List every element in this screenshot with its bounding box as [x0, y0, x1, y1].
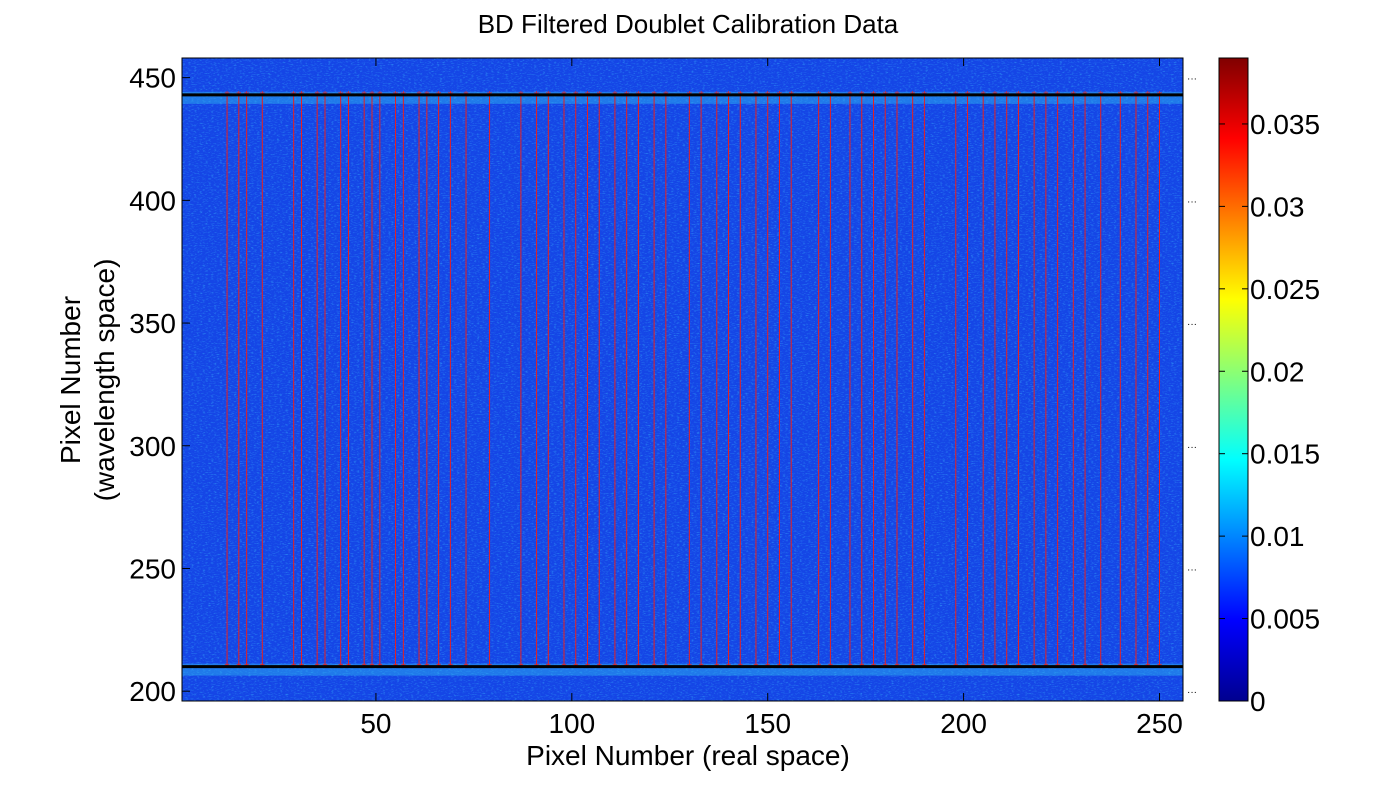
- y-tick-right-dots: ···: [1187, 687, 1197, 698]
- x-axis: 50 100 150 200 250: [360, 58, 1183, 739]
- y-tick-label: 400: [129, 185, 176, 216]
- colorbar-gradient: [1218, 57, 1249, 702]
- y-tick-right-dots: ···: [1187, 442, 1197, 453]
- x-axis-label: Pixel Number (real space): [526, 740, 850, 771]
- colorbar-tick-label: 0.03: [1250, 191, 1305, 222]
- plot-area: ****************************************…: [182, 58, 1183, 701]
- plot-frame: [181, 57, 1184, 702]
- y-tick-label: 350: [129, 308, 176, 339]
- colorbar-tick-label: 0.01: [1250, 521, 1305, 552]
- y-tick-label: 300: [129, 431, 176, 462]
- x-tick-label: 100: [548, 708, 595, 739]
- y-axis-label: Pixel Number (wavelength space): [55, 259, 120, 502]
- y-axis-label-line2: (wavelength space): [89, 259, 120, 502]
- colorbar-tick-label: 0.005: [1250, 604, 1320, 635]
- colorbar-ticks: 0 0.005 0.01 0.015 0.02 0.025 0.03 0.035: [1219, 109, 1320, 717]
- y-axis: ··· 200 ··· 250 ··· 300 ··· 350 ··· 400 ··· 450: [129, 63, 1197, 708]
- y-tick-label: 200: [129, 676, 176, 707]
- colorbar: 0 0.005 0.01 0.015 0.02 0.025 0.03 0.035: [1218, 57, 1320, 717]
- colorbar-tick-label: 0: [1250, 686, 1266, 717]
- y-tick-label: 250: [129, 553, 176, 584]
- colorbar-tick-label: 0.035: [1250, 109, 1320, 140]
- x-tick-label: 250: [1136, 708, 1183, 739]
- x-tick-label: 150: [744, 708, 791, 739]
- colorbar-tick-label: 0.025: [1250, 274, 1320, 305]
- y-tick-right-dots: ···: [1187, 319, 1197, 330]
- y-tick-right-dots: ···: [1187, 564, 1197, 575]
- y-tick-right-dots: ···: [1187, 74, 1197, 85]
- x-tick-label: 200: [940, 708, 987, 739]
- colorbar-tick-label: 0.02: [1250, 356, 1305, 387]
- colorbar-tick-label: 0.015: [1250, 439, 1320, 470]
- y-tick-right-dots: ···: [1187, 196, 1197, 207]
- y-tick-label: 450: [129, 63, 176, 94]
- y-axis-label-line1: Pixel Number: [55, 296, 86, 464]
- heatmap-noise: [182, 58, 1183, 701]
- chart-title: BD Filtered Doublet Calibration Data: [478, 9, 899, 39]
- boundary-lines: [182, 93, 1183, 669]
- x-tick-label: 50: [360, 708, 391, 739]
